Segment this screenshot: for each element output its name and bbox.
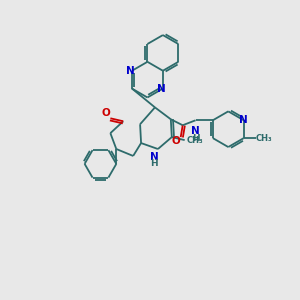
Text: N: N bbox=[150, 152, 158, 162]
Text: O: O bbox=[171, 136, 180, 146]
Text: N: N bbox=[239, 115, 248, 125]
Text: CH₃: CH₃ bbox=[186, 136, 203, 145]
Text: N: N bbox=[157, 84, 165, 94]
Text: N: N bbox=[191, 126, 200, 136]
Text: H: H bbox=[150, 159, 158, 168]
Text: N: N bbox=[126, 66, 134, 76]
Text: O: O bbox=[101, 108, 110, 118]
Text: H: H bbox=[192, 134, 200, 142]
Text: CH₃: CH₃ bbox=[255, 134, 272, 142]
